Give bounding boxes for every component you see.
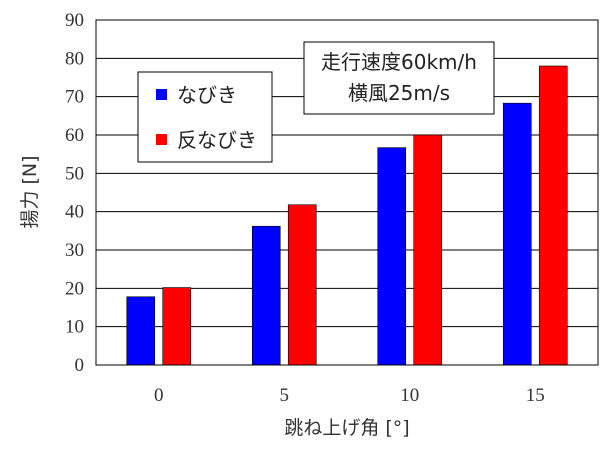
legend-label-nabiki: なびき [177,83,237,107]
legend: なびき 反なびき [137,71,273,163]
legend-label-han-nabiki: 反なびき [177,128,257,152]
condition-note-line-2: 横風25m/s [348,81,450,105]
bars [126,65,568,366]
y-tick-label: 40 [65,202,84,223]
y-tick-label: 50 [65,163,84,184]
x-tick-labels: 0 5 10 15 [154,385,545,406]
y-axis-title: 揚力 [N] [19,155,41,228]
condition-note-box [303,41,495,115]
y-tick-label: 60 [65,125,84,146]
legend-box [137,71,273,163]
y-tick-label: 70 [65,87,84,108]
y-tick-labels: 0 10 20 30 40 50 60 70 80 90 [65,10,84,376]
y-tick-label: 30 [65,240,84,261]
y-tick-label: 10 [65,317,84,338]
condition-note: 走行速度60km/h 横風25m/s [303,41,495,115]
bar-nabiki-10 [377,147,407,366]
y-tick-label: 90 [65,10,84,31]
bar-nabiki-15 [502,102,532,366]
legend-swatch-han-nabiki [156,134,167,145]
bar-nabiki-5 [251,225,281,366]
x-tick-label: 15 [526,385,545,406]
bar-han-nabiki-10 [413,134,443,366]
y-tick-label: 0 [75,355,85,376]
plot-frame [95,19,599,366]
x-tick-label: 0 [154,385,164,406]
bar-nabiki-0 [126,296,156,366]
bar-han-nabiki-15 [538,65,568,366]
legend-swatch-nabiki [156,89,167,100]
x-axis-title: 跳ね上げ角 [°] [284,417,409,439]
bar-han-nabiki-0 [162,287,192,366]
y-tick-label: 80 [65,48,84,69]
condition-note-line-1: 走行速度60km/h [321,50,477,74]
y-tick-label: 20 [65,278,84,299]
bar-han-nabiki-5 [287,204,317,366]
x-tick-label: 5 [280,385,290,406]
x-tick-label: 10 [400,385,419,406]
